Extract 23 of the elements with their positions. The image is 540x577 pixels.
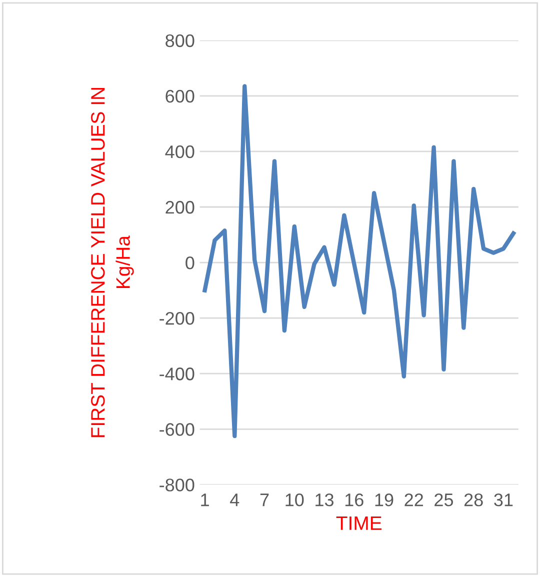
x-tick-label: 22 (404, 493, 423, 506)
x-tick-label: 25 (434, 493, 454, 506)
x-tick-label: 19 (375, 493, 394, 506)
x-tick-label: 31 (494, 493, 513, 506)
y-axis-title: FIRST DIFFERENCE YIELD VALUES IN Kg/Ha (91, 88, 134, 438)
y-tick-label: -600 (160, 423, 194, 436)
line-series (202, 84, 516, 438)
x-tick-label: 7 (260, 494, 269, 506)
y-tick-label: 400 (165, 145, 194, 158)
y-tick-label: -200 (160, 312, 194, 325)
x-tick-label: 28 (464, 493, 483, 506)
y-tick-label: 0 (186, 256, 194, 270)
x-tick-label: 16 (345, 493, 364, 506)
x-tick-label: 4 (230, 494, 240, 506)
y-tick-label: 600 (166, 90, 194, 103)
x-tick-label: 10 (286, 493, 304, 506)
x-axis-title: TIME (336, 516, 382, 530)
y-tick-label: -400 (160, 368, 194, 380)
y-tick-label: -800 (160, 478, 194, 492)
y-tick-label: 200 (166, 200, 194, 214)
x-tick-label: 1 (201, 494, 209, 506)
y-tick-label: 800 (166, 34, 194, 48)
x-tick-label: 13 (316, 493, 334, 506)
